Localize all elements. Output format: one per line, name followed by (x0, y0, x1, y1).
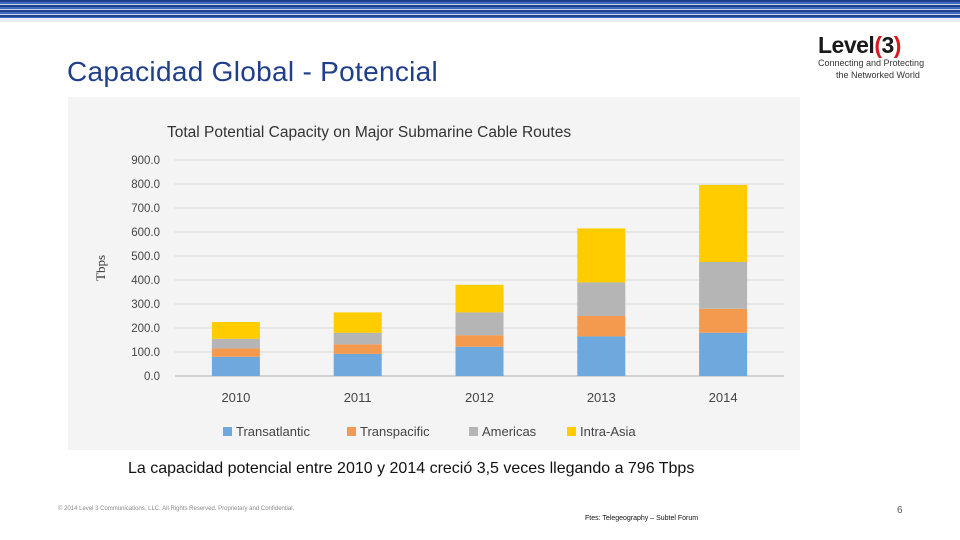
copyright-footer: © 2014 Level 3 Communications, LLC. All … (58, 506, 295, 512)
bar-segment-intra-asia (333, 312, 382, 333)
y-tick-label: 600.0 (131, 227, 160, 239)
bar-segment-transpacific (211, 348, 260, 357)
page-number: 6 (897, 505, 903, 516)
bar-segment-americas (333, 332, 382, 345)
top-banner-stripes (0, 0, 960, 22)
logo-tagline-1: Connecting and Protecting (818, 58, 925, 68)
chart-panel: Total Potential Capacity on Major Submar… (68, 97, 800, 450)
y-tick-label: 200.0 (131, 323, 160, 335)
x-tick-label: 2011 (344, 390, 372, 405)
bar-segment-transatlantic (699, 332, 748, 376)
y-tick-label: 400.0 (131, 275, 160, 287)
bar-segment-transatlantic (577, 336, 626, 376)
legend-swatch (347, 427, 356, 436)
bar-segment-americas (211, 338, 260, 349)
slide-title: Capacidad Global - Potencial (67, 56, 439, 87)
logo-paren-open: ( (874, 32, 882, 58)
x-tick-label: 2012 (465, 390, 494, 405)
y-tick-label: 0.0 (144, 371, 160, 383)
level3-logo: Level(3) Connecting and Protecting the N… (818, 34, 942, 82)
bar-segment-americas (699, 262, 748, 309)
bar-segment-intra-asia (577, 228, 626, 283)
legend-swatch (469, 427, 478, 436)
logo-tagline-2: the Networked World (836, 70, 920, 80)
y-tick-label: 900.0 (131, 155, 160, 167)
legend-label: Intra-Asia (580, 424, 636, 439)
x-tick-label: 2010 (221, 390, 250, 405)
logo-wordmark: Level(3) (818, 32, 942, 58)
y-tick-label: 300.0 (131, 299, 160, 311)
y-tick-label: 700.0 (131, 203, 160, 215)
legend-swatch (223, 427, 232, 436)
bar-segment-americas (455, 312, 504, 336)
bar-segment-intra-asia (699, 184, 748, 262)
legend-label: Transatlantic (236, 424, 310, 439)
stacked-bar-chart: Total Potential Capacity on Major Submar… (93, 124, 784, 439)
logo-word-main: Level (818, 32, 875, 58)
y-axis-label: Tbps (93, 255, 108, 281)
legend-swatch (567, 427, 576, 436)
legend-label: Transpacific (360, 424, 430, 439)
y-tick-label: 100.0 (131, 347, 160, 359)
logo-paren-close: ) (893, 32, 902, 58)
bar-segment-transpacific (577, 316, 626, 337)
slide-caption: La capacidad potencial entre 2010 y 2014… (128, 460, 695, 477)
bar-segment-intra-asia (455, 284, 504, 313)
chart-title: Total Potential Capacity on Major Submar… (167, 124, 571, 141)
source-note: Ftes: Telegeography – Subtel Forum (585, 515, 699, 522)
bar-segment-transatlantic (333, 353, 382, 376)
y-tick-label: 500.0 (131, 251, 160, 263)
bar-segment-transpacific (699, 308, 748, 333)
bar-segment-transatlantic (211, 356, 260, 376)
bar-segment-intra-asia (211, 322, 260, 339)
bar-segment-transpacific (455, 335, 504, 347)
legend-label: Americas (482, 424, 537, 439)
y-tick-label: 800.0 (131, 179, 160, 191)
bar-segment-transpacific (333, 344, 382, 354)
x-tick-label: 2013 (587, 390, 616, 405)
bar-segment-transatlantic (455, 346, 504, 376)
bar-segment-americas (577, 282, 626, 316)
logo-number: 3 (881, 32, 895, 58)
x-tick-label: 2014 (709, 390, 738, 405)
